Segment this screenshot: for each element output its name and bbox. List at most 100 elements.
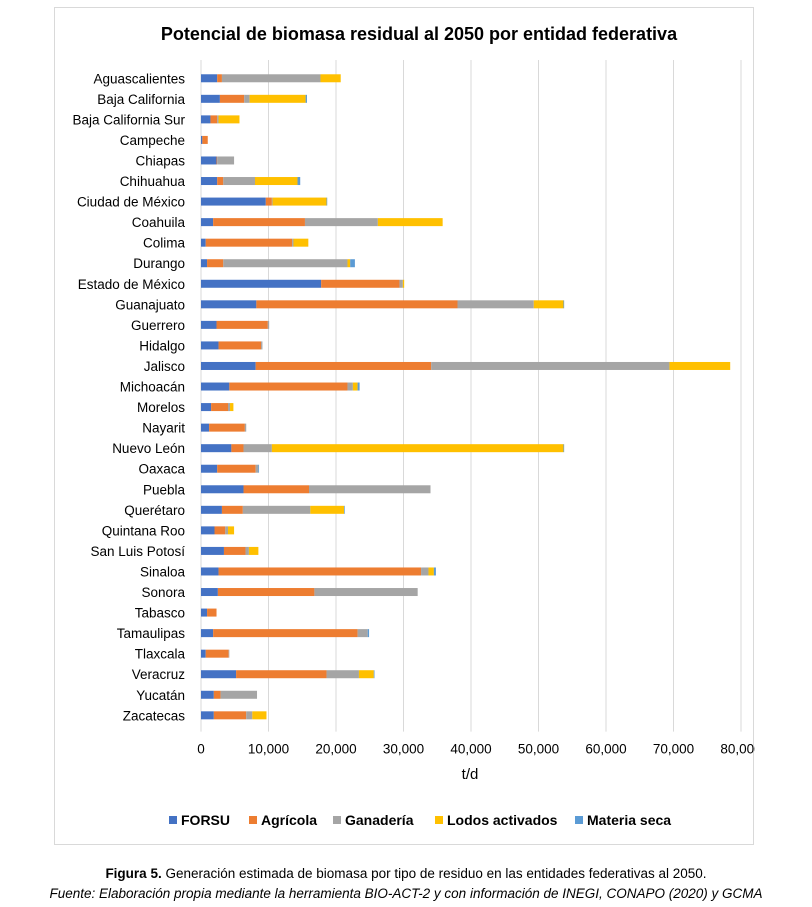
bar-segment (297, 177, 301, 186)
bar-segment (207, 259, 224, 268)
bar-segment (218, 567, 422, 576)
bar-segment (201, 526, 215, 535)
bar-segment (217, 588, 315, 597)
bar-segment (216, 156, 218, 165)
bar-segment (265, 197, 272, 206)
bar-segment (357, 382, 360, 391)
category-label: Querétaro (124, 503, 185, 518)
category-label: Ciudad de México (77, 195, 185, 210)
category-label: Estado de México (78, 277, 185, 292)
category-label: Nuevo León (112, 441, 185, 456)
bar-segment (209, 423, 245, 432)
category-label: Tlaxcala (135, 647, 186, 662)
bar-segment (252, 711, 267, 720)
x-tick-label: 0 (197, 742, 205, 757)
bar-segment (213, 690, 221, 699)
category-label: Oaxaca (138, 462, 185, 477)
bar-segment (310, 505, 345, 514)
x-tick-label: 60,000 (585, 742, 626, 757)
category-label: Sonora (141, 585, 185, 600)
category-label: Zacatecas (123, 708, 186, 723)
bar-segment (201, 300, 257, 309)
bar-segment (225, 526, 228, 535)
bar-segment (230, 403, 234, 412)
category-label: Michoacán (120, 380, 185, 395)
bar-segment (305, 94, 307, 103)
bar-segment (255, 361, 432, 370)
x-tick-label: 70,000 (653, 742, 694, 757)
bar-segment (244, 423, 247, 432)
category-label: Guanajuato (115, 297, 185, 312)
bar-segment (433, 567, 436, 576)
bar-segment (201, 444, 232, 453)
bar-segment (217, 156, 235, 165)
category-label: Tamaulipas (117, 626, 186, 641)
bar-segment (201, 74, 218, 83)
bar-segment (271, 197, 273, 206)
bars (201, 74, 731, 720)
bar-segment (201, 156, 217, 165)
x-tick-label: 80,000 (720, 742, 755, 757)
legend-swatch (333, 816, 341, 824)
category-label: Colima (143, 236, 186, 251)
chart-title: Potencial de biomasa residual al 2050 po… (161, 24, 678, 44)
bar-segment (255, 464, 259, 473)
bar-segment (347, 382, 353, 391)
bar-segment (399, 279, 403, 288)
bar-segment (201, 238, 206, 247)
bar-segment (201, 649, 206, 658)
bar-segment (320, 74, 341, 83)
bar-segment (321, 279, 400, 288)
figure-text: Generación estimada de biomasa por tipo … (161, 866, 707, 881)
bar-segment (293, 238, 309, 247)
bar-segment (213, 218, 305, 227)
bar-segment (428, 567, 434, 576)
bar-segment (217, 464, 256, 473)
bar-segment (201, 382, 230, 391)
bar-segment (201, 403, 212, 412)
legend-swatch (249, 816, 257, 824)
legend-swatch (575, 816, 583, 824)
category-label: Durango (133, 256, 185, 271)
bar-segment (326, 670, 359, 679)
bar-segment (214, 526, 226, 535)
bar-segment (201, 341, 219, 350)
bar-segment (533, 300, 564, 309)
bar-segment (563, 444, 565, 453)
bar-segment (202, 135, 208, 144)
bar-segment (304, 218, 378, 227)
category-label: Coahuila (132, 215, 186, 230)
legend-label: Agrícola (261, 812, 317, 828)
bar-segment (205, 649, 229, 658)
bar-segment (219, 94, 245, 103)
bar-segment (373, 670, 375, 679)
bar-segment (201, 361, 256, 370)
bar-segment (272, 197, 327, 206)
bar-segment (669, 361, 731, 370)
bar-segment (205, 238, 293, 247)
bar-segment (377, 218, 443, 227)
figure-caption: Figura 5. Generación estimada de biomasa… (0, 864, 812, 904)
category-label: Tabasco (135, 606, 185, 621)
bar-segment (211, 403, 228, 412)
category-label: Morelos (137, 400, 185, 415)
legend-label: FORSU (181, 812, 230, 828)
bar-segment (218, 115, 240, 124)
bar-segment (256, 300, 458, 309)
x-tick-label: 10,000 (248, 742, 289, 757)
bar-segment (249, 94, 306, 103)
category-label: Sinaloa (140, 564, 186, 579)
x-axis-title: t/d (462, 766, 479, 783)
category-label: San Luis Potosí (90, 544, 185, 559)
bar-segment (201, 690, 214, 699)
bar-segment (221, 505, 243, 514)
bar-segment (344, 505, 345, 514)
bar-segment (216, 320, 268, 329)
category-labels: Aguascalientes Baja California Baja Califo… (72, 71, 185, 723)
bar-segment (201, 135, 203, 144)
bar-segment (228, 526, 235, 535)
bar-segment (201, 608, 208, 617)
category-label: Yucatán (136, 688, 185, 703)
bar-segment (267, 320, 270, 329)
bar-segment (201, 711, 214, 720)
